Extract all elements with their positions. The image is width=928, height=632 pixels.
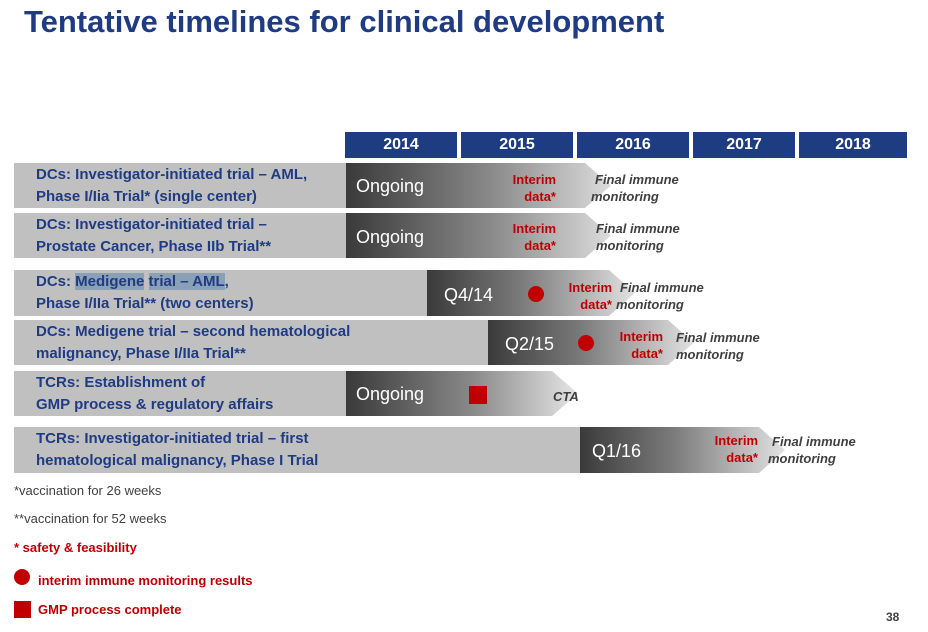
- timeline-bar: [346, 163, 611, 208]
- trial-row-medigene-second: DCs: Medigene trial – second hematologic…: [14, 320, 490, 365]
- footnote-safety: * safety & feasibility: [14, 540, 137, 555]
- bar-label: Q1/16: [592, 441, 642, 461]
- interim-data-label: Interim data*: [619, 329, 663, 361]
- year-2014: 2014: [345, 132, 457, 158]
- interim-data-label: Interim data*: [714, 433, 758, 465]
- final-immune-label: Final immune monitoring: [768, 434, 856, 466]
- bar-label: Q4/14: [444, 285, 494, 305]
- row-line1: DCs: Medigene trial – second hematologic…: [36, 322, 351, 340]
- timeline-bar: [580, 427, 785, 473]
- legend-gmp-square-icon: [14, 601, 31, 618]
- bar-label: Ongoing: [356, 384, 425, 404]
- year-2016: 2016: [577, 132, 689, 158]
- row-line1: DCs: Investigator-initiated trial – AML,: [36, 165, 308, 183]
- trial-row-dc-prostate: DCs: Investigator-initiated trial – Pros…: [14, 213, 348, 258]
- footnote-vaccination-52: **vaccination for 52 weeks: [14, 511, 167, 526]
- timeline-bar: [346, 213, 611, 258]
- row-line2: malignancy, Phase I/IIa Trial**: [36, 344, 246, 362]
- legend-interim-dot-icon: [14, 569, 30, 585]
- row-line1: DCs: Medigene trial – AML,: [36, 273, 229, 290]
- bar-label: Q2/15: [505, 334, 555, 354]
- final-immune-label: Final immune monitoring: [616, 280, 704, 312]
- timeline-bar: [346, 371, 578, 416]
- year-2015: 2015: [461, 132, 573, 158]
- final-immune-label: Final immune monitoring: [591, 172, 679, 204]
- page-title: Tentative timelines for clinical develop…: [24, 4, 665, 39]
- cta-label: CTA: [553, 389, 579, 404]
- row-line2: GMP process & regulatory affairs: [36, 395, 274, 413]
- legend-gmp-label: GMP process complete: [38, 602, 182, 617]
- final-immune-label: Final immune monitoring: [596, 221, 680, 253]
- final-immune-label: Final immune monitoring: [676, 330, 760, 362]
- year-2017: 2017: [693, 132, 795, 158]
- interim-data-label: Interim data*: [512, 172, 556, 204]
- row-line2: hematological malignancy, Phase I Trial: [36, 452, 319, 469]
- row-line2: Phase I/IIa Trial** (two centers): [36, 295, 254, 312]
- trial-row-medigene-aml: DCs: Medigene trial – AML, Phase I/IIa T…: [14, 270, 430, 316]
- interim-data-label: Interim data*: [568, 280, 612, 312]
- interim-monitoring-marker: [528, 286, 544, 302]
- page-number: 38: [886, 610, 900, 624]
- row-line2: Prostate Cancer, Phase IIb Trial**: [36, 237, 272, 255]
- trial-row-dc-aml: DCs: Investigator-initiated trial – AML,…: [14, 163, 348, 208]
- trial-row-tcr-gmp: TCRs: Establishment of GMP process & reg…: [14, 371, 348, 416]
- bar-label: Ongoing: [356, 227, 425, 247]
- row-line1: TCRs: Investigator-initiated trial – fir…: [36, 430, 309, 447]
- interim-monitoring-marker: [578, 335, 594, 351]
- row-line2: Phase I/Iia Trial* (single center): [36, 187, 257, 205]
- legend-interim-label: interim immune monitoring results: [38, 573, 253, 588]
- year-2018: 2018: [799, 132, 907, 158]
- gmp-complete-marker: [469, 386, 487, 404]
- row-line1: TCRs: Establishment of: [36, 373, 206, 391]
- row-line1: DCs: Investigator-initiated trial –: [36, 215, 267, 233]
- interim-data-label: Interim data*: [512, 221, 556, 253]
- bar-label: Ongoing: [356, 176, 425, 196]
- footnote-vaccination-26: *vaccination for 26 weeks: [14, 483, 162, 498]
- trial-row-tcr-iit: TCRs: Investigator-initiated trial – fir…: [14, 427, 584, 473]
